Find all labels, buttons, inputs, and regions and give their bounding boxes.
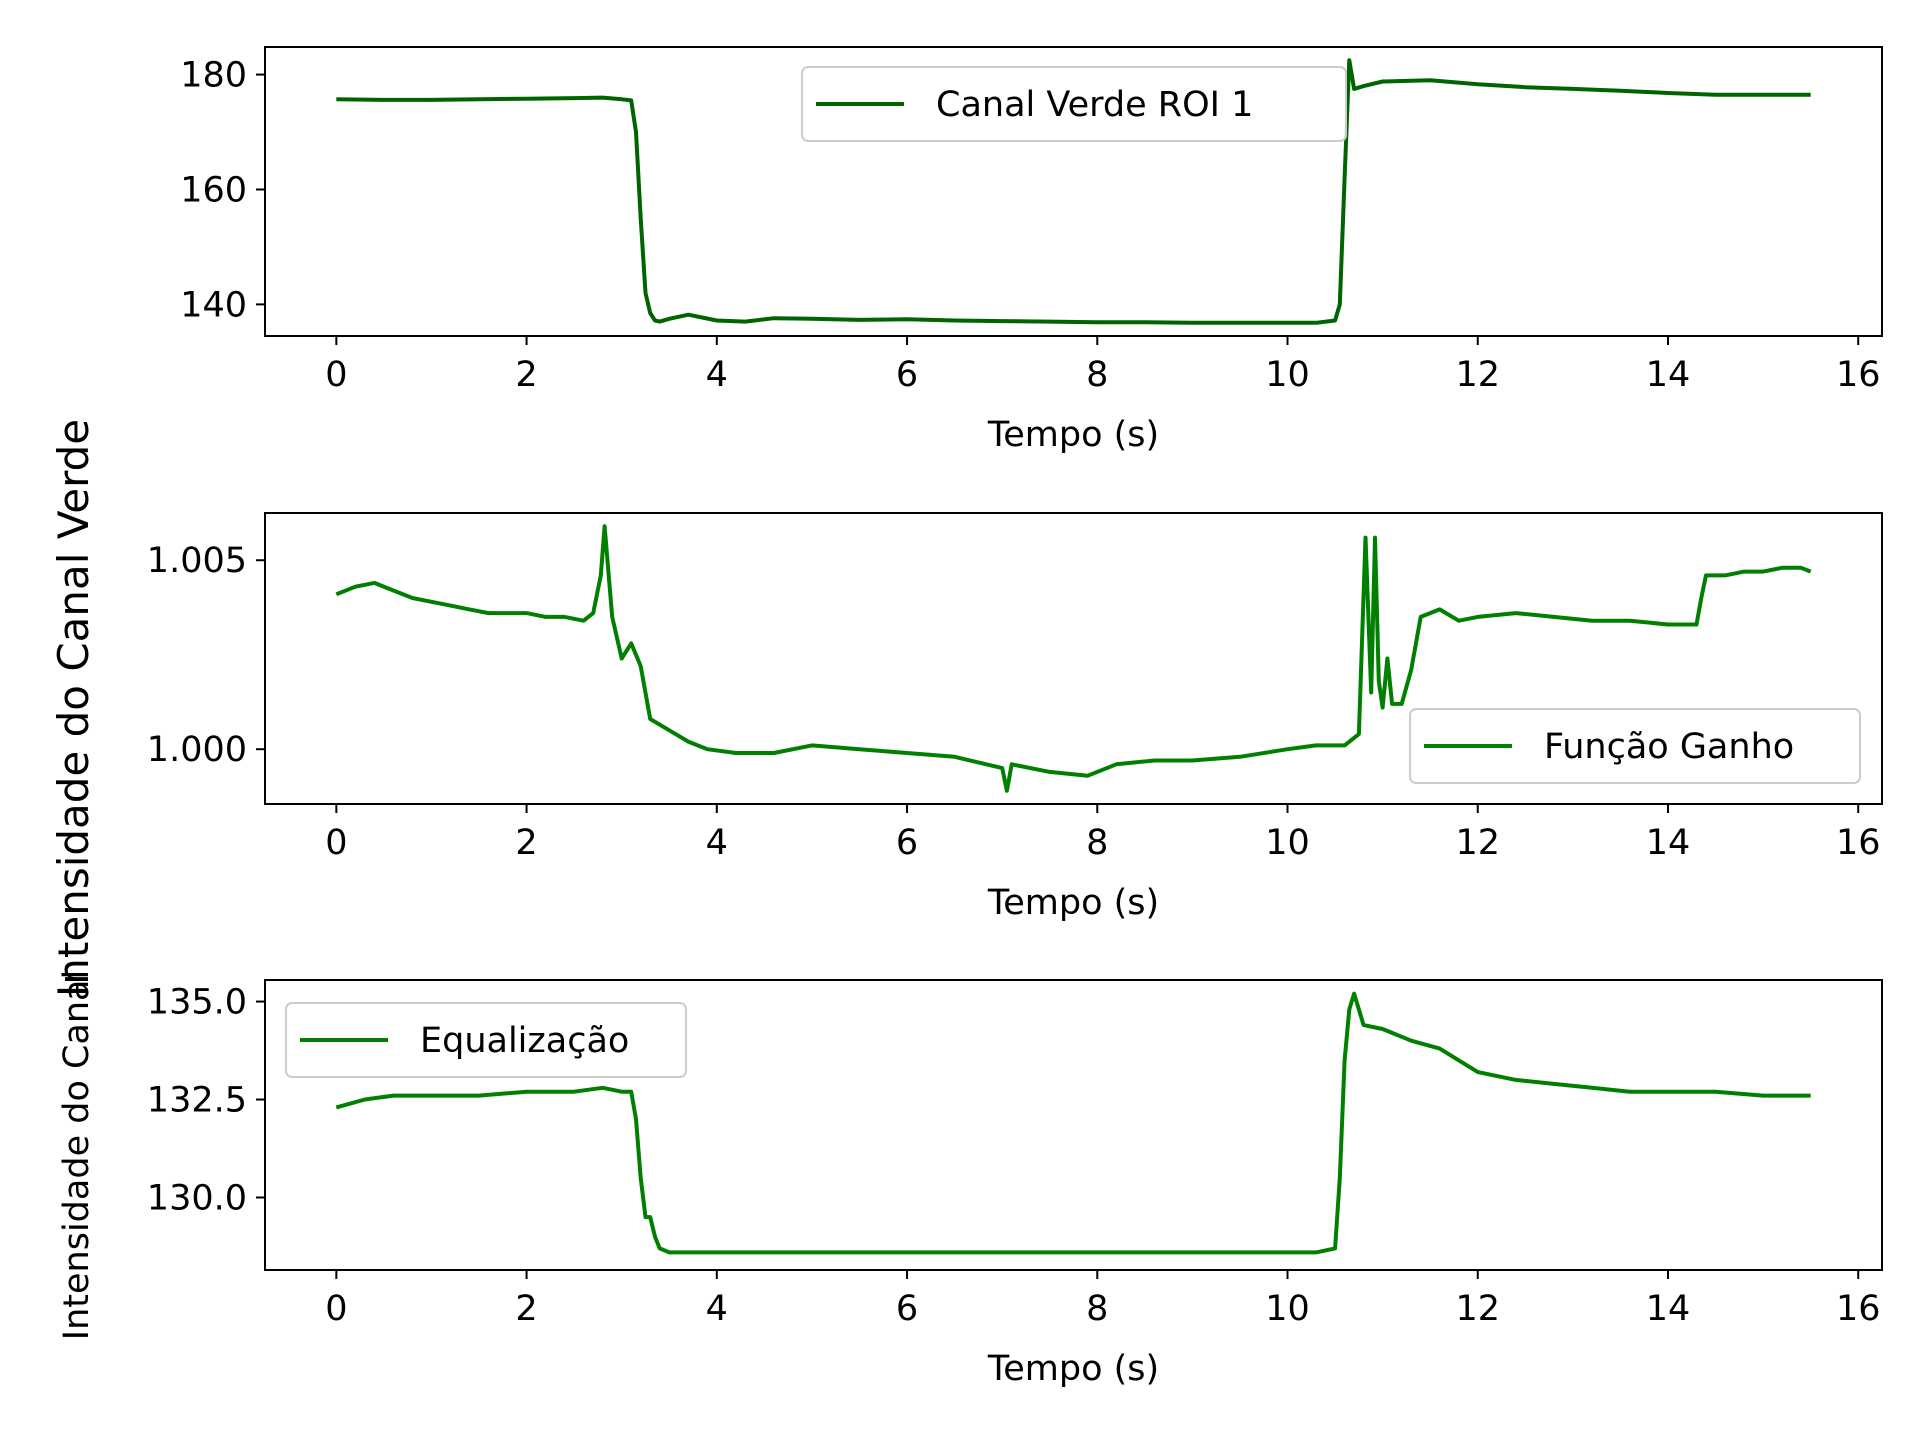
- legend: Função Ganho: [1409, 708, 1861, 784]
- x-tick-label: 16: [1836, 355, 1881, 395]
- x-tick-label: 2: [515, 823, 537, 863]
- y-tick-label: 130.0: [147, 1179, 247, 1219]
- legend-box: [285, 1002, 687, 1078]
- legend-box: [1409, 708, 1861, 784]
- legend-label: Função Ganho: [1544, 727, 1794, 767]
- y-tick-label: 180: [180, 56, 247, 96]
- y-tick-label: 132.5: [147, 1081, 247, 1121]
- x-tick-label: 12: [1455, 823, 1500, 863]
- x-tick-label: 12: [1455, 1289, 1500, 1329]
- series-line-1: [335, 524, 1812, 793]
- x-tick-label: 0: [325, 1289, 347, 1329]
- x-tick-label: 2: [515, 1289, 537, 1329]
- x-tick-label: 10: [1265, 823, 1310, 863]
- figure-y-label: Intensidade do Canal Verde: [49, 419, 98, 997]
- x-axis-label: Tempo (s): [987, 883, 1159, 923]
- y-tick-label: 140: [180, 285, 247, 325]
- x-axis-label: Tempo (s): [987, 1349, 1159, 1389]
- x-tick-label: 14: [1646, 355, 1691, 395]
- x-tick-label: 8: [1086, 823, 1108, 863]
- plot-frame: [264, 979, 1883, 1271]
- legend: Canal Verde ROI 1: [801, 66, 1347, 142]
- series-line-1: [335, 991, 1811, 1255]
- chart-panel-1: 0 2 4 6 8 10 12 14 16 140 160 180 Tempo (s) Canal Ver…: [180, 46, 1883, 455]
- x-tick-label: 4: [706, 355, 728, 395]
- x-tick-label: 8: [1086, 1289, 1108, 1329]
- series-line-1: [336, 58, 1811, 325]
- x-tick-label: 8: [1086, 355, 1108, 395]
- chart-panel-2: 0 2 4 6 8 10 12 14 16 1.000 1.005 Tempo (s) Função G…: [147, 512, 1883, 923]
- x-tick-label: 0: [325, 355, 347, 395]
- x-tick-label: 14: [1646, 1289, 1691, 1329]
- x-tick-label: 16: [1836, 823, 1881, 863]
- y-tick-label: 135.0: [147, 983, 247, 1023]
- chart-panel-3: 0 2 4 6 8 10 12 14 16 130.0 132.5 135.0 Tempo (s) Int…: [57, 970, 1883, 1389]
- x-tick-label: 6: [896, 1289, 918, 1329]
- x-tick-label: 12: [1455, 355, 1500, 395]
- y-tick-label: 1.005: [147, 541, 247, 581]
- legend: Equalização: [285, 1002, 687, 1078]
- legend-label: Canal Verde ROI 1: [936, 85, 1253, 125]
- legend-label: Equalização: [420, 1021, 629, 1061]
- plot-frame: [264, 512, 1883, 805]
- x-tick-label: 4: [706, 823, 728, 863]
- x-tick-label: 14: [1646, 823, 1691, 863]
- x-tick-label: 10: [1265, 355, 1310, 395]
- x-tick-label: 6: [896, 355, 918, 395]
- x-tick-label: 2: [515, 355, 537, 395]
- y-tick-label: 1.000: [147, 730, 247, 770]
- x-tick-label: 4: [706, 1289, 728, 1329]
- legend-box: [801, 66, 1347, 142]
- y-axis-label: Intensidade do Canal: [57, 970, 97, 1340]
- x-tick-label: 6: [896, 823, 918, 863]
- y-tick-label: 160: [180, 170, 247, 210]
- x-tick-label: 0: [325, 823, 347, 863]
- x-axis-label: Tempo (s): [987, 415, 1159, 455]
- plot-frame: [264, 46, 1883, 337]
- x-tick-label: 16: [1836, 1289, 1881, 1329]
- x-tick-label: 10: [1265, 1289, 1310, 1329]
